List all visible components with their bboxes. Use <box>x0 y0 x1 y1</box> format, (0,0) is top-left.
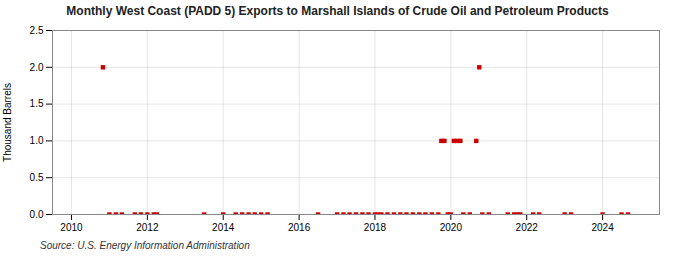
svg-text:0.0: 0.0 <box>30 209 44 220</box>
svg-text:2022: 2022 <box>516 222 539 233</box>
svg-text:0.5: 0.5 <box>30 172 44 183</box>
svg-text:1.5: 1.5 <box>30 98 44 109</box>
html-text:Source: U.S. Energy Informatio: Source: U.S. Energy Information Administ… <box>40 240 250 251</box>
svg-text:2012: 2012 <box>136 222 159 233</box>
svg-text:2.0: 2.0 <box>30 62 44 73</box>
html-text:Monthly West Coast (PADD 5) Ex: Monthly West Coast (PADD 5) Exports to M… <box>66 4 609 18</box>
svg-text:2010: 2010 <box>60 222 83 233</box>
svg-text:Thousand Barrels: Thousand Barrels <box>2 83 13 162</box>
svg-text:1.0: 1.0 <box>30 135 44 146</box>
svg-text:2014: 2014 <box>212 222 235 233</box>
svg-text:2020: 2020 <box>440 222 463 233</box>
svg-text:2.5: 2.5 <box>30 25 44 36</box>
svg-text:2024: 2024 <box>591 222 614 233</box>
svg-text:2016: 2016 <box>288 222 311 233</box>
svg-text:2018: 2018 <box>364 222 387 233</box>
